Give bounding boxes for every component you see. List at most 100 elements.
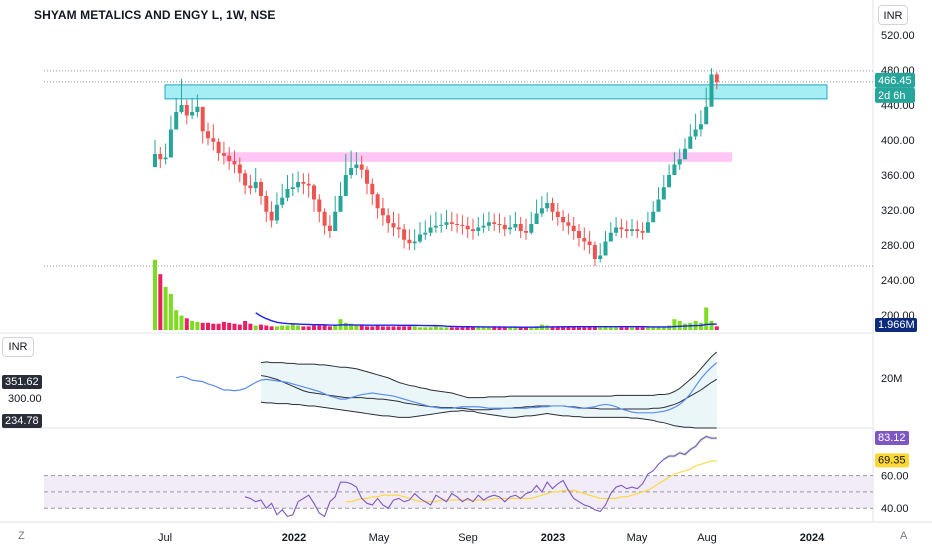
candle-body xyxy=(349,168,354,175)
candle-body xyxy=(508,227,513,230)
volume-bar xyxy=(534,326,539,330)
candle-body xyxy=(539,208,544,214)
candle-body xyxy=(444,222,449,225)
candle-body xyxy=(221,153,226,156)
volume-bar xyxy=(471,327,475,330)
candle-body xyxy=(386,215,391,224)
volume-bar xyxy=(667,325,672,330)
candle-body xyxy=(698,124,703,130)
candle xyxy=(640,222,645,240)
volume-bar xyxy=(370,326,375,330)
candle xyxy=(693,113,698,140)
candle-body xyxy=(561,217,566,223)
candle-body xyxy=(428,227,433,233)
volume-bar xyxy=(333,324,338,330)
volume-bar xyxy=(174,310,179,330)
volume-bar xyxy=(163,286,168,330)
candle xyxy=(524,218,528,240)
candle xyxy=(322,208,327,235)
volume-value-tag: 1.966M xyxy=(878,319,915,331)
volume-bar xyxy=(577,327,581,330)
volume-bar xyxy=(704,307,709,330)
candle xyxy=(301,173,306,195)
candle-body xyxy=(407,239,412,244)
candle-body xyxy=(290,187,295,189)
candle xyxy=(195,94,200,118)
zoom-toggle-label[interactable]: Z xyxy=(18,530,25,542)
volume-bar xyxy=(465,327,470,330)
candle-body xyxy=(418,234,422,242)
volume-bar xyxy=(513,327,518,330)
candle-body xyxy=(449,222,454,224)
symbol-title: SHYAM METALICS AND ENGY L, 1W, NSE xyxy=(34,8,276,22)
volume-bar xyxy=(592,326,597,330)
volume-bar xyxy=(497,327,502,330)
indicator-currency-button[interactable]: INR xyxy=(2,337,34,357)
candle-body xyxy=(412,241,417,244)
volume-bar xyxy=(243,321,248,330)
candle-body xyxy=(163,157,168,160)
candle-body xyxy=(592,245,597,259)
candle-body xyxy=(518,224,523,231)
volume-bar xyxy=(614,327,619,330)
candle-body xyxy=(476,227,481,231)
candle xyxy=(698,110,703,137)
candle xyxy=(592,241,597,266)
rsi-axis-tick: 60.00 xyxy=(881,471,909,483)
bollinger-mid-line xyxy=(176,362,718,414)
candle-body xyxy=(502,224,507,230)
candle-body xyxy=(184,105,189,116)
volume-bar xyxy=(354,325,359,330)
candle-body xyxy=(608,232,613,242)
volume-bar xyxy=(211,323,216,330)
volume-bar xyxy=(444,327,449,330)
candle xyxy=(667,164,672,188)
candle xyxy=(428,215,433,237)
volume-value-tag-bg xyxy=(875,318,917,332)
candle-body xyxy=(566,222,571,226)
volume-bar xyxy=(630,327,634,330)
volume-bar xyxy=(349,323,354,330)
volume-bar xyxy=(460,327,465,330)
candle-body xyxy=(433,225,438,228)
candle-body xyxy=(492,222,497,224)
auto-scale-label[interactable]: A xyxy=(900,530,908,542)
candle xyxy=(163,143,168,165)
rsi-value-tag: 83.12 xyxy=(878,432,906,444)
volume-bar xyxy=(312,325,316,330)
volume-bar xyxy=(232,323,237,330)
candle xyxy=(264,190,269,223)
candle xyxy=(153,140,157,168)
volume-bar xyxy=(375,325,380,330)
volume-bar xyxy=(433,326,438,330)
volume-bar xyxy=(200,322,205,330)
candle-body xyxy=(179,105,184,112)
candle xyxy=(370,178,375,205)
volume-bar xyxy=(274,326,279,330)
candle xyxy=(280,183,285,209)
volume-bar xyxy=(280,325,285,330)
candle xyxy=(656,187,661,212)
candle-body xyxy=(380,208,385,216)
candle xyxy=(433,211,438,233)
candle-body xyxy=(243,173,248,186)
price-currency-button[interactable]: INR xyxy=(878,5,908,25)
candle-body xyxy=(195,106,200,112)
rsi-line xyxy=(244,435,717,518)
rsi-axis-tick: 40.00 xyxy=(881,503,909,515)
volume-bar xyxy=(550,326,555,330)
candle xyxy=(492,213,497,231)
candle-body xyxy=(285,189,290,198)
candle-body xyxy=(571,225,576,231)
candle-body xyxy=(158,154,163,160)
bb-upper-tag-bg xyxy=(2,375,42,389)
volume-bar xyxy=(327,326,332,330)
price-axis-tick: 520.00 xyxy=(881,30,915,42)
candle xyxy=(529,211,534,235)
last-price-tag: 466.45 xyxy=(878,75,912,87)
volume-bar xyxy=(248,323,253,330)
candle xyxy=(200,106,205,144)
volume-bar xyxy=(179,315,184,330)
